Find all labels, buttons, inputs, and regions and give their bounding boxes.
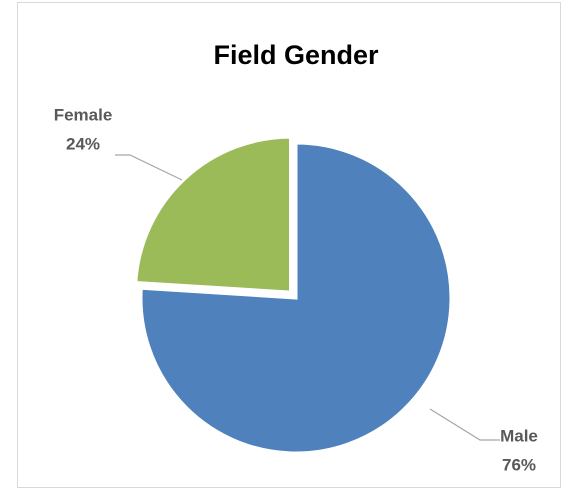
slice-category-label: Female	[54, 105, 113, 124]
slice-value-label: 76%	[502, 455, 536, 474]
pie-slice	[139, 141, 453, 455]
slice-value-label: 24%	[66, 134, 100, 153]
leader-line	[115, 154, 183, 181]
slice-category-label: Male	[500, 426, 538, 445]
chart-title: Field Gender	[213, 40, 379, 70]
leader-line	[429, 408, 500, 441]
pie-slice	[134, 135, 293, 294]
